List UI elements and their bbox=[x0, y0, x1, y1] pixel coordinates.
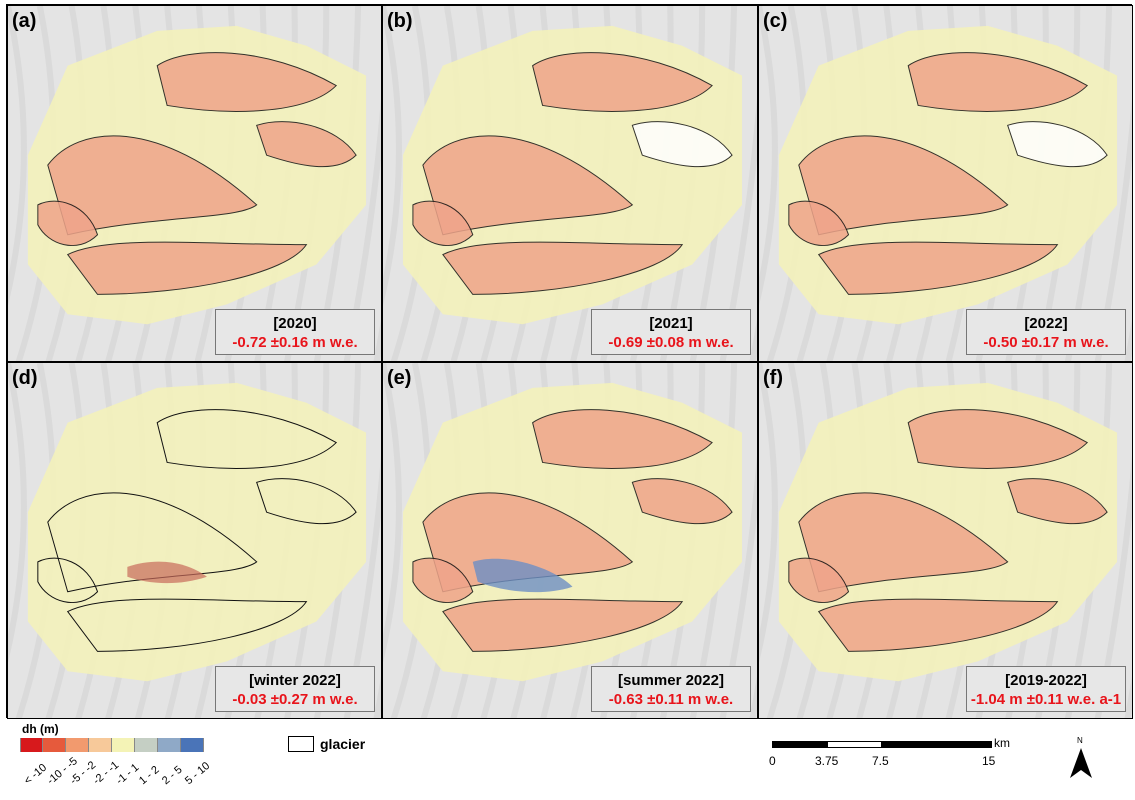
map-panel-a: (a) [2020] -0.72 ±0.16 m w.e. bbox=[7, 5, 382, 362]
panel-label: (e) bbox=[387, 367, 412, 389]
mass-balance-value: -1.04 m ±0.11 w.e. a-1 bbox=[970, 691, 1122, 708]
panel-label: (c) bbox=[763, 10, 788, 32]
scale-segment bbox=[882, 741, 992, 748]
legend-swatch bbox=[112, 738, 135, 752]
period-label: [summer 2022] bbox=[618, 672, 724, 689]
legend-swatch bbox=[43, 738, 66, 752]
glacier-outline-swatch bbox=[288, 736, 314, 752]
map-e bbox=[383, 363, 757, 718]
panel-label: (a) bbox=[12, 10, 37, 32]
map-panel-grid: (a) [2020] -0.72 ±0.16 m w.e. (b) [2021]… bbox=[6, 4, 1133, 719]
map-a bbox=[8, 6, 381, 361]
info-box: [2022] -0.50 ±0.17 m w.e. bbox=[966, 309, 1126, 355]
north-arrow-icon bbox=[1070, 748, 1092, 778]
period-label: [2021] bbox=[649, 315, 693, 332]
map-panel-f: (f) [2019-2022] -1.04 m ±0.11 w.e. a-1 bbox=[758, 362, 1133, 719]
scale-tick: 3.75 bbox=[815, 754, 839, 768]
legend-swatch bbox=[158, 738, 181, 752]
info-box: [summer 2022] -0.63 ±0.11 m w.e. bbox=[591, 666, 751, 712]
north-arrow: N bbox=[1068, 736, 1094, 784]
map-panel-c: (c) [2022] -0.50 ±0.17 m w.e. bbox=[758, 5, 1133, 362]
panel-label: (f) bbox=[763, 367, 783, 389]
map-c bbox=[759, 6, 1132, 361]
scale-tick: 15 bbox=[982, 754, 996, 768]
glacier-legend: glacier bbox=[288, 736, 365, 752]
info-box: [2019-2022] -1.04 m ±0.11 w.e. a-1 bbox=[966, 666, 1126, 712]
info-box: [2020] -0.72 ±0.16 m w.e. bbox=[215, 309, 375, 355]
scale-segment bbox=[827, 741, 882, 748]
color-legend bbox=[20, 738, 204, 752]
legend-swatch bbox=[135, 738, 158, 752]
north-label: N bbox=[1077, 736, 1083, 745]
period-label: [winter 2022] bbox=[249, 672, 341, 689]
legend-title: dh (m) bbox=[22, 722, 59, 736]
legend-tick-labels: < -10 -10 - -5 -5 - -2 -2 - -1 -1 - 1 1 … bbox=[20, 755, 250, 796]
map-f bbox=[759, 363, 1132, 718]
period-label: [2020] bbox=[273, 315, 317, 332]
mass-balance-value: -0.50 ±0.17 m w.e. bbox=[983, 334, 1109, 351]
map-panel-b: (b) [2021] -0.69 ±0.08 m w.e. bbox=[382, 5, 758, 362]
info-box: [winter 2022] -0.03 ±0.27 m w.e. bbox=[215, 666, 375, 712]
mass-balance-value: -0.03 ±0.27 m w.e. bbox=[232, 691, 358, 708]
scale-bar: 0 3.75 7.5 15 km bbox=[769, 735, 1052, 775]
scale-unit: km bbox=[994, 736, 1010, 750]
mass-balance-value: -0.72 ±0.16 m w.e. bbox=[232, 334, 358, 351]
panel-label: (d) bbox=[12, 367, 38, 389]
legend-swatch bbox=[89, 738, 112, 752]
legend-swatch bbox=[181, 738, 204, 752]
map-b bbox=[383, 6, 757, 361]
scale-segment bbox=[772, 741, 827, 748]
mass-balance-value: -0.69 ±0.08 m w.e. bbox=[608, 334, 734, 351]
map-panel-e: (e) [summer 2022] -0.63 ±0.11 m w.e. bbox=[382, 362, 758, 719]
legend-swatch bbox=[66, 738, 89, 752]
map-d bbox=[8, 363, 381, 718]
period-label: [2019-2022] bbox=[1005, 672, 1087, 689]
scale-tick: 0 bbox=[769, 754, 776, 768]
panel-label: (b) bbox=[387, 10, 413, 32]
scale-tick: 7.5 bbox=[872, 754, 889, 768]
glacier-legend-label: glacier bbox=[320, 736, 366, 752]
legend-swatch bbox=[20, 738, 43, 752]
info-box: [2021] -0.69 ±0.08 m w.e. bbox=[591, 309, 751, 355]
period-label: [2022] bbox=[1024, 315, 1068, 332]
mass-balance-value: -0.63 ±0.11 m w.e. bbox=[608, 691, 734, 708]
map-panel-d: (d) [winter 2022] -0.03 ±0.27 m w.e. bbox=[7, 362, 382, 719]
